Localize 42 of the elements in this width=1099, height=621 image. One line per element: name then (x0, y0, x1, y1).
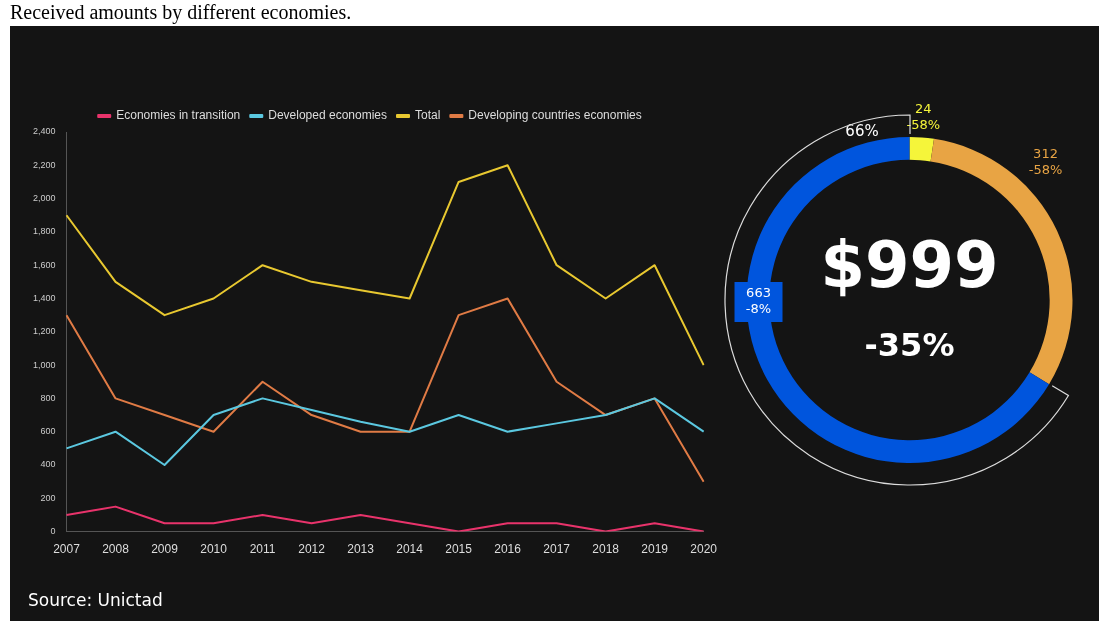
y-tick-label: 2,000 (32, 193, 56, 204)
y-tick-label: 800 (40, 392, 56, 403)
x-tick-label: 2011 (249, 542, 276, 557)
text: -8% (745, 301, 772, 317)
text: -35% (864, 326, 955, 365)
x-tick-label: 2013 (347, 542, 375, 557)
x-tick-label: 2018 (592, 542, 620, 557)
x-tick-label: 2010 (200, 542, 228, 557)
y-tick-label: 1,400 (32, 292, 56, 303)
y-tick-label: 1,200 (32, 326, 56, 337)
legend-label: Developing countries economies (468, 108, 642, 123)
x-tick-label: 2014 (396, 542, 424, 557)
x-tick-label: 2009 (151, 542, 179, 557)
text: $999 (820, 227, 999, 302)
data-label: 24 (915, 100, 932, 116)
y-tick-label: 600 (40, 426, 56, 437)
x-tick-label: 2007 (53, 542, 81, 557)
legend-label: Developed economies (268, 108, 388, 123)
x-tick-label: 2020 (690, 542, 718, 557)
y-tick-label: 1,000 (32, 359, 56, 370)
x-tick-label: 2015 (445, 542, 473, 557)
x-tick-label: 2008 (102, 542, 130, 557)
y-tick-label: 200 (40, 492, 56, 503)
x-tick-label: 2012 (298, 542, 326, 557)
text: -58% (906, 116, 941, 132)
legend-label: Total (415, 108, 441, 123)
data-label: 663 (746, 285, 771, 301)
legend-label: Economies in transition (116, 108, 241, 123)
text: 66% (845, 121, 879, 140)
y-tick-label: 1,800 (32, 226, 56, 237)
data-label: 312 (1033, 146, 1058, 162)
chart-title: Received amounts by different economies. (10, 0, 352, 24)
source-note: Source: Unictad (28, 590, 163, 610)
y-tick-label: 0 (50, 526, 56, 537)
x-tick-label: 2017 (543, 542, 571, 557)
x-tick-label: 2019 (641, 542, 669, 557)
y-tick-label: 1,600 (32, 259, 56, 270)
y-tick-label: 400 (40, 459, 56, 470)
x-tick-label: 2016 (494, 542, 522, 557)
text: -58% (1028, 162, 1063, 178)
y-tick-label: 2,400 (32, 126, 56, 137)
y-tick-label: 2,200 (32, 159, 56, 170)
